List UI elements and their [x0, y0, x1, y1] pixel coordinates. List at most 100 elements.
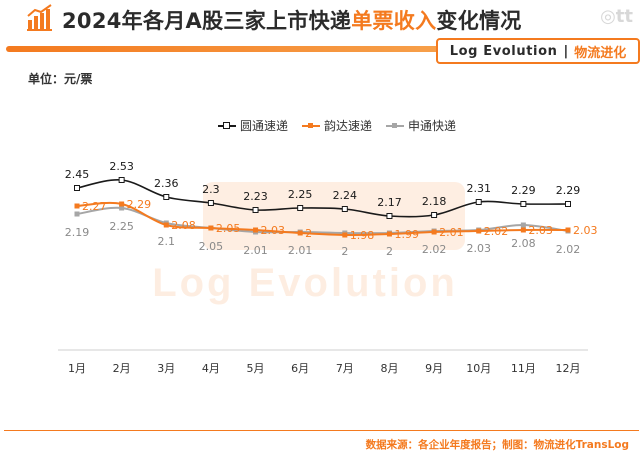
- data-label-yuantong: 2.29: [511, 184, 536, 197]
- x-tick-label: 4月: [202, 362, 220, 375]
- title-underline-bar: [6, 46, 446, 52]
- data-label-shentong: 2.25: [109, 220, 134, 233]
- legend-label-shentong: 申通快递: [408, 119, 457, 133]
- data-label-shentong: 2: [341, 245, 348, 258]
- data-label-shentong: 2: [386, 245, 393, 258]
- point-yunda: [565, 227, 571, 233]
- data-label-yunda: 1.98: [350, 229, 375, 242]
- data-label-yuantong: 2.24: [333, 189, 358, 202]
- data-label-yuantong: 2.31: [466, 182, 491, 195]
- data-label-shentong: 2.03: [466, 242, 491, 255]
- data-label-yunda: 2: [305, 227, 312, 240]
- series-line-yuantong: [76, 179, 569, 218]
- header: 2024年各月A股三家上市快递单票收入变化情况 ◎tt: [0, 0, 643, 40]
- x-tick-label: 8月: [380, 362, 398, 375]
- chart-legend: 圆通速递 韵达速递 申通快递: [218, 117, 456, 134]
- title-post: 变化情况: [436, 9, 522, 33]
- x-tick-label: 10月: [466, 362, 491, 375]
- legend-label-yuantong: 圆通速递: [240, 119, 289, 133]
- point-yuantong: [297, 205, 304, 211]
- point-yuantong: [520, 201, 527, 207]
- data-label-yunda: 2.27: [82, 200, 107, 213]
- series-yuantong: 2.45 2.53 2.36 2.3 2.23 2.25 2.24 2.17 2.18 2.31 2…: [65, 160, 581, 219]
- x-tick-label: 11月: [511, 362, 536, 375]
- title-pre: 2024年各月A股三家上市快递: [62, 9, 352, 33]
- data-label-shentong: 2.02: [422, 243, 447, 256]
- title-highlight: 单票收入: [351, 9, 437, 33]
- series-group: 2.19 2.252.1 2.05 2.01 2.01 2 2 2.02 2.03 2.08 2.0…: [65, 160, 598, 258]
- legend-item-yunda: 韵达速递: [302, 117, 372, 134]
- data-label-shentong: 2.01: [288, 244, 313, 257]
- data-label-yuantong: 2.3: [202, 183, 220, 196]
- point-yunda: [163, 222, 169, 228]
- series-line-shentong: [76, 206, 569, 235]
- data-label-yuantong: 2.53: [109, 160, 134, 173]
- brand-en: Log Evolution: [449, 43, 558, 59]
- point-yunda: [297, 230, 303, 236]
- x-tick-label: 6月: [291, 362, 309, 375]
- data-label-yunda: 1.99: [394, 228, 419, 241]
- data-label-yuantong: 2.25: [288, 188, 313, 201]
- x-tick-label: 7月: [336, 362, 354, 375]
- legend-label-yunda: 韵达速递: [324, 119, 373, 133]
- data-label-yuantong: 2.45: [65, 168, 90, 181]
- point-yuantong: [207, 200, 214, 206]
- point-yunda: [476, 228, 482, 234]
- brand-badge: Log Evolution | 物流进化: [436, 38, 640, 64]
- data-label-yunda: 2.03: [261, 224, 286, 237]
- data-label-yunda: 2.05: [216, 222, 241, 235]
- point-yuantong: [252, 207, 259, 213]
- point-yunda: [208, 225, 214, 231]
- x-tick-label: 12月: [556, 362, 581, 375]
- data-label-yuantong: 2.29: [556, 184, 581, 197]
- source-note: 数据来源：各企业年度报告；制图：物流进化TransLog: [365, 439, 629, 451]
- point-yuantong: [565, 201, 571, 207]
- data-label-yunda: 2.03: [573, 224, 598, 237]
- point-yuantong: [431, 212, 438, 218]
- brand-cn: 物流进化: [574, 45, 627, 61]
- data-label-shentong: 2.05: [199, 240, 224, 253]
- x-tick-label: 3月: [157, 362, 175, 375]
- legend-marker-yunda: [302, 121, 321, 131]
- footer-divider: [4, 430, 639, 431]
- data-label-yuantong: 2.36: [154, 177, 179, 190]
- point-shentong: [74, 211, 80, 217]
- point-yuantong: [475, 199, 482, 205]
- data-label-shentong: 2.19: [65, 226, 90, 239]
- page-title: 2024年各月A股三家上市快递单票收入变化情况: [62, 5, 522, 35]
- point-yunda: [253, 227, 259, 233]
- legend-marker-shentong: [386, 121, 405, 131]
- point-shentong: [520, 222, 526, 228]
- data-label-yunda: 2.01: [439, 226, 464, 239]
- point-yunda: [342, 232, 348, 238]
- point-yunda: [431, 229, 437, 235]
- point-shentong: [119, 205, 125, 211]
- data-label-yunda: 2.03: [528, 224, 553, 237]
- line-chart: Log Evolution 1月 2月 3月 4月 5月 6月 7月 8月 9月 10月 11月 12…: [58, 160, 598, 375]
- point-yuantong: [74, 185, 80, 191]
- point-yunda: [520, 227, 526, 233]
- point-yuantong: [163, 194, 170, 200]
- data-label-shentong: 2.01: [243, 244, 268, 257]
- data-label-yuantong: 2.17: [377, 196, 402, 209]
- x-tick-labels: 1月 2月 3月 4月 5月 6月 7月 8月 9月 10月 11月 12月: [68, 362, 581, 375]
- watermark-corner-icon: ◎tt: [600, 6, 633, 27]
- data-label-yuantong: 2.18: [422, 195, 447, 208]
- svg-text:Log Evolution: Log Evolution: [152, 261, 458, 305]
- data-label-shentong: 2.02: [556, 243, 581, 256]
- data-label-shentong: 2.1: [158, 235, 176, 248]
- point-yunda: [74, 203, 80, 209]
- x-tick-label: 9月: [425, 362, 443, 375]
- data-label-yunda: 2.08: [171, 219, 196, 232]
- point-yuantong: [118, 177, 125, 183]
- point-yuantong: [341, 206, 348, 212]
- x-tick-label: 1月: [68, 362, 86, 375]
- bar-chart-icon: [27, 4, 52, 31]
- series-yunda: 2.27 2.29 2.08 2.05 2.03 2 1.98 1.99 2.01 2.02 2.0…: [74, 198, 598, 242]
- unit-label: 单位：元/票: [28, 72, 93, 86]
- legend-item-shentong: 申通快递: [386, 117, 456, 134]
- point-yunda: [119, 201, 125, 207]
- data-label-yuantong: 2.23: [243, 190, 268, 203]
- legend-item-yuantong: 圆通速递: [218, 117, 288, 134]
- x-tick-label: 5月: [247, 362, 265, 375]
